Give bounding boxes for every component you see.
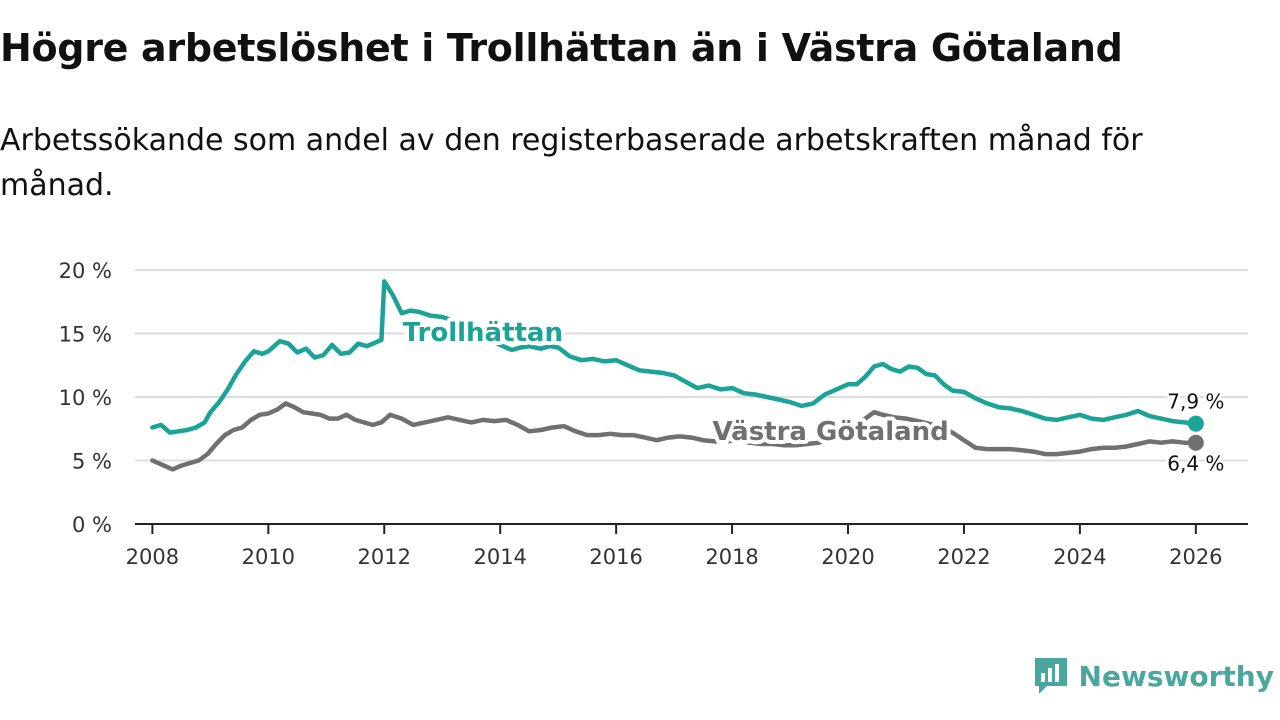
y-tick-label: 15 % xyxy=(59,323,112,347)
chart-subtitle: Arbetssökande som andel av den registerb… xyxy=(0,123,1143,203)
series-name-label-vastra-gotaland: Västra Götaland xyxy=(712,417,948,447)
x-tick-label: 2020 xyxy=(821,545,874,569)
series-end-point-vastra-gotaland xyxy=(1187,434,1204,451)
x-tick-label: 2012 xyxy=(358,545,411,569)
x-tick-label: 2014 xyxy=(473,545,526,569)
series-line-trollhattan xyxy=(150,279,1199,435)
series-end-label-trollhattan: 7,9 % xyxy=(1167,390,1224,414)
newsworthy-brand: Newsworthy xyxy=(1033,656,1274,696)
series-lines xyxy=(150,279,1204,472)
y-tick-label: 10 % xyxy=(59,386,112,410)
grid-lines xyxy=(135,269,1248,462)
y-tick-label: 5 % xyxy=(72,450,112,474)
series-line-vastra-gotaland xyxy=(150,401,1199,472)
y-tick-label: 0 % xyxy=(72,513,112,537)
brand-name: Newsworthy xyxy=(1078,659,1274,693)
series-labels: Trollhättan Västra Götaland 7,9 % 6,4 % xyxy=(399,314,1227,478)
series-name-label-trollhattan: Trollhättan xyxy=(403,318,563,348)
x-tick-label: 2022 xyxy=(937,545,990,569)
chart-title: Högre arbetslöshet i Trollhättan än i Vä… xyxy=(0,26,1123,70)
x-tick-label: 2008 xyxy=(126,545,179,569)
series-end-label-vastra-gotaland: 6,4 % xyxy=(1167,452,1224,476)
x-tick-label: 2010 xyxy=(242,545,295,569)
x-tick-label: 2018 xyxy=(705,545,758,569)
x-tick-label: 2026 xyxy=(1169,545,1222,569)
x-axis-ticks: 2008 2010 2012 2014 2016 2018 2020 2022 2024 2026 xyxy=(126,523,1248,569)
newsworthy-logo-icon xyxy=(1034,658,1067,694)
x-tick-label: 2024 xyxy=(1053,545,1106,569)
y-tick-label: 20 % xyxy=(59,259,112,283)
series-end-point-trollhattan xyxy=(1187,415,1204,432)
y-axis-ticks: 0 % 5 % 10 % 15 % 20 % xyxy=(59,259,112,537)
x-tick-label: 2016 xyxy=(589,545,642,569)
